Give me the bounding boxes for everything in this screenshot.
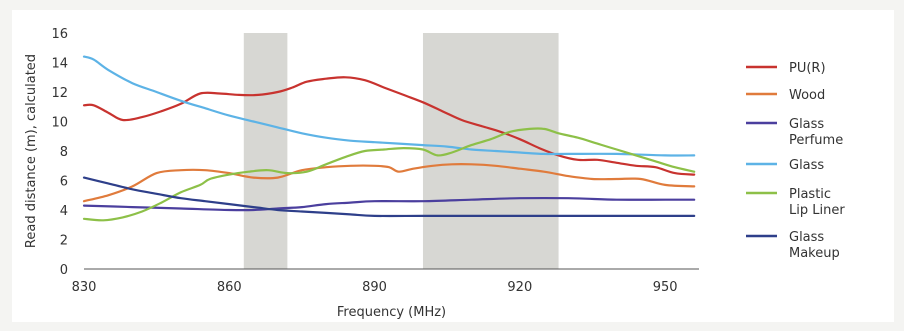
x-tick-label: 860 xyxy=(217,280,242,295)
shaded-bands xyxy=(243,33,559,269)
series-line-glass-perfume xyxy=(82,196,696,212)
legend-item-pu-r: PU(R) xyxy=(746,61,826,76)
x-tick-label: 920 xyxy=(507,280,532,295)
legend-label: Plastic xyxy=(789,187,831,202)
x-tick-label: 890 xyxy=(362,280,387,295)
legend-label: Glass xyxy=(789,230,824,245)
y-tick-label: 6 xyxy=(60,175,68,190)
y-axis-title: Read distance (m), calculated xyxy=(24,54,39,248)
y-tick-label: 12 xyxy=(51,86,68,101)
legend-label: Makeup xyxy=(789,246,840,261)
legend-label: Glass xyxy=(789,117,824,132)
y-tick-label: 4 xyxy=(60,204,68,219)
legend-label: Lip Liner xyxy=(789,203,845,218)
legend-label: Wood xyxy=(789,88,825,103)
y-tick-label: 8 xyxy=(60,145,68,160)
x-axis-title: Frequency (MHz) xyxy=(337,305,446,320)
series-line-plastic-lip-liner xyxy=(82,127,696,222)
y-tick-label: 14 xyxy=(51,57,68,72)
y-tick-label: 10 xyxy=(51,116,68,131)
x-tick-label: 950 xyxy=(653,280,678,295)
x-axis-ticks: 830 860 890 920 950 xyxy=(72,280,678,295)
y-tick-label: 0 xyxy=(60,263,68,278)
y-tick-label: 2 xyxy=(60,234,68,249)
x-tick-label: 830 xyxy=(72,280,97,295)
y-tick-label: 16 xyxy=(51,27,68,42)
series-lines xyxy=(82,55,696,222)
y-axis-ticks: 0 2 4 6 8 10 12 14 16 xyxy=(51,27,68,278)
legend-label: PU(R) xyxy=(789,61,826,76)
legend-item-wood: Wood xyxy=(746,88,825,103)
legend-label: Perfume xyxy=(789,133,843,148)
series-line-glass-makeup xyxy=(82,176,696,218)
series-line-glass xyxy=(82,55,696,157)
legend-item-glass: Glass xyxy=(746,158,824,173)
series-line-pu-r xyxy=(82,76,696,176)
legend-label: Glass xyxy=(789,158,824,173)
shaded-band-1 xyxy=(243,33,288,269)
series-line-wood xyxy=(82,162,696,203)
